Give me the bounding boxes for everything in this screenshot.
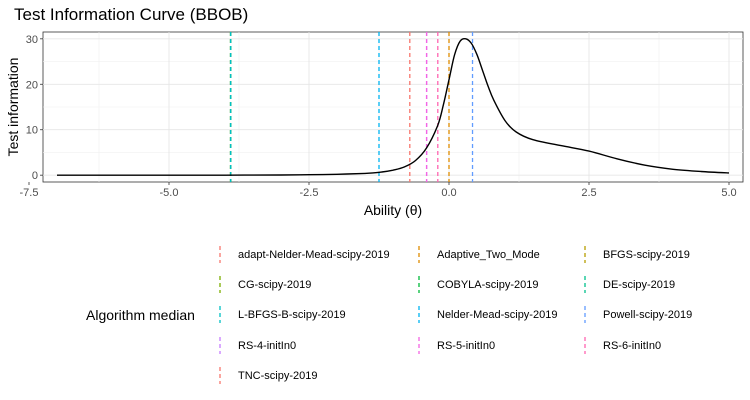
x-tick-label: 2.5 (581, 187, 596, 199)
legend-label: L-BFGS-B-scipy-2019 (238, 309, 346, 321)
legend-item: Nelder-Mead-scipy-2019 (418, 306, 557, 323)
x-tick-label: 5.0 (721, 187, 736, 199)
legend-item: RS-6-initIn0 (584, 337, 661, 354)
legend: adapt-Nelder-Mead-scipy-2019 Adaptive_Two… (219, 246, 692, 384)
x-tick-label: -5.0 (160, 187, 179, 199)
y-axis-ticks: 0 10 20 30 (26, 34, 43, 182)
legend-label: RS-4-initIn0 (238, 340, 296, 352)
test-information-curve (57, 37, 730, 176)
legend-item: RS-5-initIn0 (418, 337, 495, 354)
legend-label: RS-5-initIn0 (437, 340, 495, 352)
legend-label: TNC-scipy-2019 (238, 370, 317, 382)
legend-title: Algorithm median (86, 307, 195, 323)
x-axis-title: Ability (θ) (364, 202, 422, 218)
legend-label: Powell-scipy-2019 (603, 309, 692, 321)
legend-item: Powell-scipy-2019 (584, 306, 692, 323)
legend-item: DE-scipy-2019 (584, 276, 675, 293)
y-tick-label: 0 (32, 170, 38, 182)
legend-item: TNC-scipy-2019 (219, 367, 317, 384)
y-tick-label: 10 (26, 125, 38, 137)
x-tick-label: 0.0 (441, 187, 456, 199)
legend-label: BFGS-scipy-2019 (603, 249, 690, 261)
y-tick-label: 20 (26, 79, 38, 91)
legend-label: CG-scipy-2019 (238, 279, 311, 291)
y-tick-label: 30 (26, 34, 38, 46)
legend-label: RS-6-initIn0 (603, 340, 661, 352)
legend-label: Nelder-Mead-scipy-2019 (437, 309, 557, 321)
legend-item: CG-scipy-2019 (219, 276, 311, 293)
x-tick-label: -2.5 (300, 187, 319, 199)
x-axis-ticks: -7.5 -5.0 -2.5 0.0 2.5 5.0 (20, 182, 737, 199)
median-layer (229, 32, 474, 182)
x-tick-label: -7.5 (20, 187, 39, 199)
legend-label: DE-scipy-2019 (603, 279, 675, 291)
legend-label: adapt-Nelder-Mead-scipy-2019 (238, 249, 390, 261)
chart-title: Test Information Curve (BBOB) (14, 5, 248, 24)
legend-label: COBYLA-scipy-2019 (437, 279, 539, 291)
legend-item: RS-4-initIn0 (219, 337, 296, 354)
y-axis-title: Test information (5, 58, 21, 157)
legend-item: Adaptive_Two_Mode (418, 246, 540, 263)
legend-item: L-BFGS-B-scipy-2019 (219, 306, 346, 323)
legend-item: BFGS-scipy-2019 (584, 246, 690, 263)
legend-item: adapt-Nelder-Mead-scipy-2019 (219, 246, 390, 263)
legend-item: COBYLA-scipy-2019 (418, 276, 539, 293)
legend-label: Adaptive_Two_Mode (437, 249, 540, 261)
